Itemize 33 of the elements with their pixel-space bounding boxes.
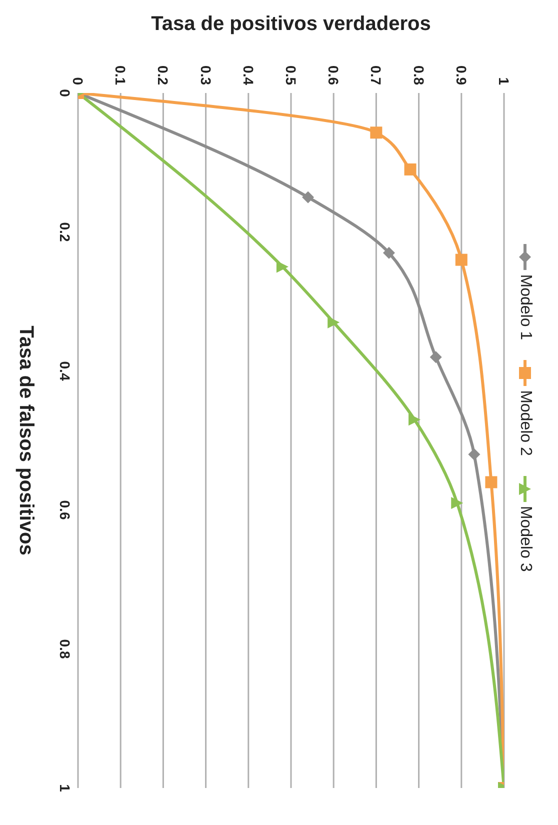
point (468, 448, 480, 460)
x-tick-label: 0.1 (112, 66, 129, 86)
x-tick-label: 0.4 (240, 66, 256, 86)
point (302, 191, 314, 204)
y-tick-label: 0.2 (57, 222, 74, 242)
point (328, 316, 340, 328)
y-tick-label: 0.4 (57, 361, 74, 381)
x-tick-label: 0.9 (453, 66, 470, 86)
point (485, 476, 498, 488)
y-tick-label: 0.8 (57, 639, 74, 659)
x-tick-label: 0.8 (410, 66, 427, 86)
point (370, 126, 382, 139)
x-tick-label: 0.6 (326, 66, 342, 86)
y-tick-label: 0 (57, 89, 74, 98)
point (451, 497, 464, 510)
legend-label: Modelo 1 (516, 274, 534, 340)
x-tick-label: 0.3 (198, 66, 214, 86)
y-axis-title: Tasa de falsos positivos (15, 326, 37, 556)
point (382, 246, 395, 259)
legend-label: Modelo 3 (516, 506, 534, 572)
x-tick-label: 1 (496, 77, 512, 86)
legend-label: Modelo 2 (516, 390, 534, 456)
y-tick-label: 0.6 (57, 500, 74, 520)
x-tick-label: 0.2 (155, 66, 172, 86)
x-tick-label: 0 (70, 77, 86, 86)
point (430, 351, 442, 364)
point (408, 414, 421, 426)
y-tick-label: 1 (57, 784, 74, 792)
x-tick-label: 0.7 (368, 66, 384, 86)
point (404, 163, 416, 176)
x-axis-title: Tasa de positivos verdaderos (151, 13, 431, 36)
x-tick-label: 0.5 (283, 66, 300, 86)
point (455, 254, 468, 266)
